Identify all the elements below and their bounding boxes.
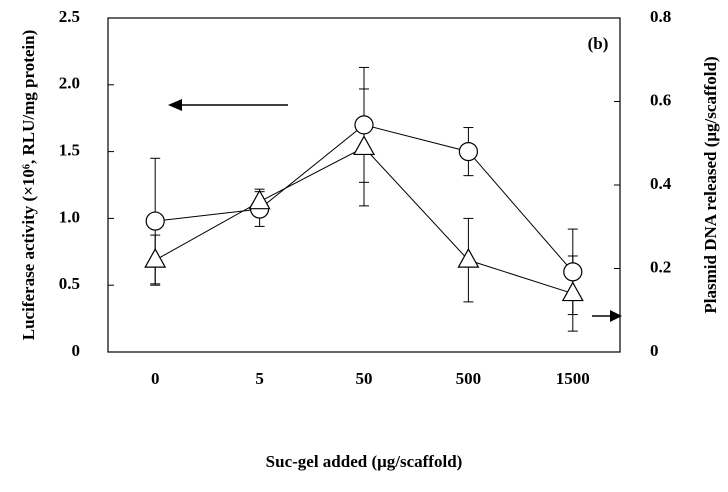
- y2-tick-label: 0.6: [650, 90, 671, 109]
- y-tick-label: 2.5: [59, 7, 80, 26]
- point: [352, 135, 376, 156]
- y2-tick-label: 0.4: [650, 174, 672, 193]
- left-arrow: [168, 99, 288, 111]
- y2-tick-label: 0.2: [650, 257, 671, 276]
- point: [561, 281, 584, 302]
- x-tick-label: 50: [356, 369, 373, 388]
- y2-tick-label: 0: [650, 341, 659, 360]
- point: [458, 142, 478, 162]
- point: [145, 211, 165, 231]
- y-tick-label: 0: [72, 341, 81, 360]
- x-tick-label: 5: [255, 369, 264, 388]
- point: [563, 262, 583, 282]
- y-tick-label: 1.0: [59, 207, 80, 226]
- y-tick-label: 0.5: [59, 274, 80, 293]
- point: [144, 247, 167, 268]
- x-axis-label: Suc-gel added (μg/scaffold): [266, 452, 463, 471]
- y-tick-label: 1.5: [59, 141, 80, 160]
- point: [457, 247, 480, 268]
- x-tick-label: 1500: [556, 369, 590, 388]
- y2-tick-label: 0.8: [650, 7, 671, 26]
- panel-label: (b): [588, 34, 609, 53]
- y-axis-label: Luciferase activity (×10⁶, RLU/mg protei…: [19, 30, 38, 341]
- x-tick-label: 0: [151, 369, 160, 388]
- x-tick-label: 500: [456, 369, 482, 388]
- right-arrow: [592, 310, 622, 322]
- y2-axis-label: Plasmid DNA released (μg/scaffold): [701, 56, 720, 313]
- point: [248, 189, 271, 210]
- y-tick-label: 2.0: [59, 74, 80, 93]
- point: [354, 115, 374, 135]
